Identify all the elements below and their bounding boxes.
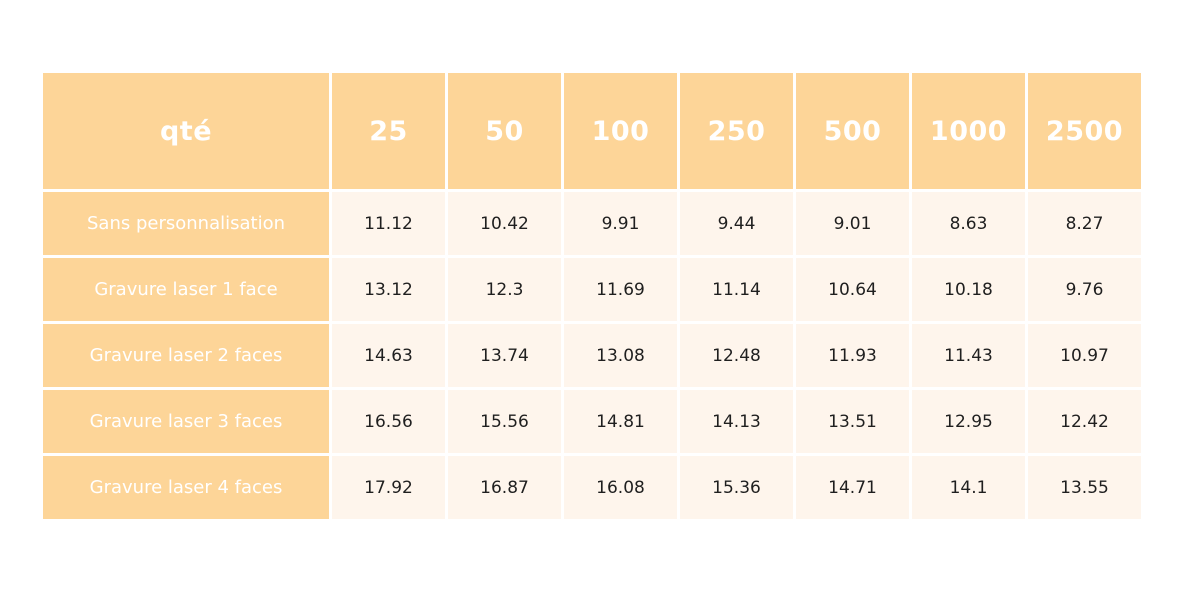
header-qty-50: 50 [448, 73, 561, 189]
header-qty-25: 25 [332, 73, 445, 189]
row-label-gravure-4-faces: Gravure laser 4 faces [43, 456, 329, 519]
table-cell: 11.69 [564, 258, 677, 321]
table-cell: 14.1 [912, 456, 1025, 519]
row-label-gravure-2-faces: Gravure laser 2 faces [43, 324, 329, 387]
table-cell: 10.97 [1028, 324, 1141, 387]
table-cell: 12.95 [912, 390, 1025, 453]
table-cell: 12.3 [448, 258, 561, 321]
table-cell: 11.12 [332, 192, 445, 255]
table-cell: 11.93 [796, 324, 909, 387]
table-cell: 9.44 [680, 192, 793, 255]
header-qty-100: 100 [564, 73, 677, 189]
table-cell: 16.56 [332, 390, 445, 453]
table-cell: 14.71 [796, 456, 909, 519]
table-cell: 12.48 [680, 324, 793, 387]
table-cell: 13.51 [796, 390, 909, 453]
table-cell: 10.64 [796, 258, 909, 321]
table-cell: 8.63 [912, 192, 1025, 255]
row-label-gravure-1-face: Gravure laser 1 face [43, 258, 329, 321]
table-cell: 12.42 [1028, 390, 1141, 453]
table-cell: 15.56 [448, 390, 561, 453]
table-cell: 13.12 [332, 258, 445, 321]
table-cell: 14.63 [332, 324, 445, 387]
header-qty-1000: 1000 [912, 73, 1025, 189]
header-qty-2500: 2500 [1028, 73, 1141, 189]
table-cell: 14.81 [564, 390, 677, 453]
table-cell: 14.13 [680, 390, 793, 453]
row-label-gravure-3-faces: Gravure laser 3 faces [43, 390, 329, 453]
table-cell: 11.14 [680, 258, 793, 321]
table-cell: 13.08 [564, 324, 677, 387]
table-cell: 9.01 [796, 192, 909, 255]
table-cell: 17.92 [332, 456, 445, 519]
table-cell: 16.87 [448, 456, 561, 519]
row-label-sans-personnalisation: Sans personnalisation [43, 192, 329, 255]
price-table: qté 25 50 100 250 500 1000 2500 Sans per… [43, 73, 1141, 519]
table-cell: 9.76 [1028, 258, 1141, 321]
header-qty-500: 500 [796, 73, 909, 189]
table-cell: 10.42 [448, 192, 561, 255]
table-cell: 13.55 [1028, 456, 1141, 519]
table-cell: 15.36 [680, 456, 793, 519]
header-quantity-label: qté [43, 73, 329, 189]
table-cell: 9.91 [564, 192, 677, 255]
table-cell: 11.43 [912, 324, 1025, 387]
header-qty-250: 250 [680, 73, 793, 189]
table-cell: 8.27 [1028, 192, 1141, 255]
table-cell: 16.08 [564, 456, 677, 519]
table-cell: 13.74 [448, 324, 561, 387]
table-cell: 10.18 [912, 258, 1025, 321]
